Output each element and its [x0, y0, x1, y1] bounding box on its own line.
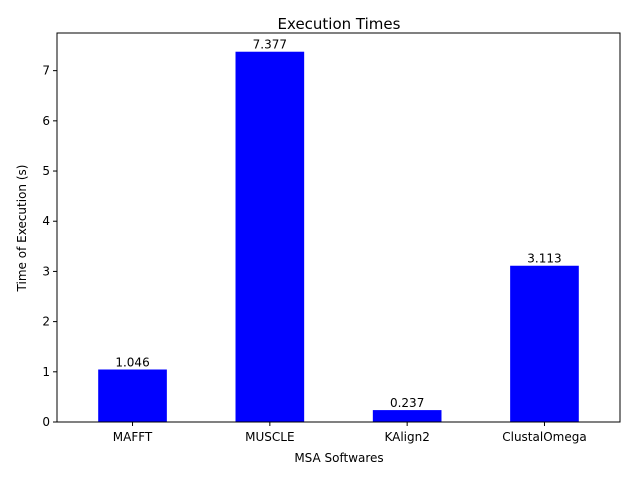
y-tick-label-4: 4 — [42, 214, 50, 228]
x-axis-label: MSA Softwares — [294, 451, 383, 465]
y-tick-label-2: 2 — [42, 315, 50, 329]
y-tick-label-0: 0 — [42, 415, 50, 429]
data-label-muscle: 7.377 — [253, 38, 287, 52]
data-label-kalign2: 0.237 — [390, 396, 424, 410]
y-tick-label-5: 5 — [42, 164, 50, 178]
y-tick-label-6: 6 — [42, 114, 50, 128]
plot-frame — [56, 32, 621, 423]
bar-muscle — [235, 51, 305, 422]
y-tick-label-3: 3 — [42, 264, 50, 278]
x-tick-label-muscle: MUSCLE — [245, 430, 294, 444]
x-tick-label-kalign2: KAlign2 — [384, 430, 429, 444]
data-label-mafft: 1.046 — [115, 355, 149, 369]
bar-mafft — [98, 369, 167, 422]
bar-clustalomega — [510, 265, 579, 422]
x-tick-label-mafft: MAFFT — [113, 430, 153, 444]
y-axis-label: Time of Execution (s) — [15, 165, 29, 293]
bar-kalign2 — [372, 410, 442, 422]
y-tick-label-1: 1 — [42, 365, 50, 379]
x-tick-label-clustalomega: ClustalOmega — [502, 430, 586, 444]
chart-title: Execution Times — [278, 15, 401, 33]
data-label-clustalomega: 3.113 — [527, 252, 561, 266]
y-tick-label-7: 7 — [42, 64, 50, 78]
